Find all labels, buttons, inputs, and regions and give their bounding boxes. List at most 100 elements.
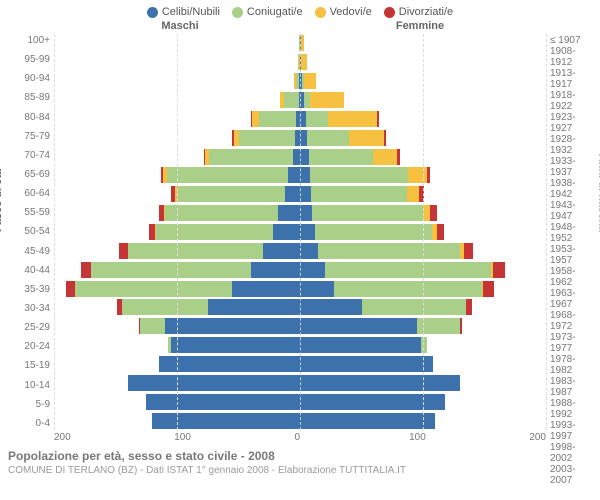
segment-div [460, 318, 462, 334]
female-bar [300, 224, 546, 240]
segment-div [464, 243, 474, 259]
female-bar [300, 375, 546, 391]
segment-cel [300, 224, 315, 240]
female-bar [300, 394, 546, 410]
female-bar [300, 73, 546, 89]
segment-ved [304, 73, 316, 89]
segment-cel [263, 243, 300, 259]
segment-con [362, 299, 467, 315]
birth-tick: 1938-1942 [550, 178, 596, 200]
male-bar [54, 111, 300, 127]
birth-tick: 1983-1987 [550, 376, 596, 398]
segment-div [81, 262, 91, 278]
segment-cel [165, 318, 300, 334]
segment-con [209, 149, 293, 165]
male-bar [54, 130, 300, 146]
pyramid-row [54, 204, 546, 223]
pyramid-row [54, 53, 546, 72]
female-bar [300, 243, 546, 259]
female-bar [300, 356, 546, 372]
birth-tick: 1973-1977 [550, 332, 596, 354]
segment-cel [300, 130, 307, 146]
segment-ved [408, 167, 426, 183]
segment-cel [232, 281, 300, 297]
segment-con [307, 130, 349, 146]
legend-item: Celibi/Nubili [147, 6, 220, 18]
female-bar [300, 299, 546, 315]
segment-con [177, 186, 285, 202]
segment-ved [423, 205, 430, 221]
female-bar [300, 186, 546, 202]
female-bar [300, 318, 546, 334]
plot-area [54, 34, 546, 430]
segment-con [318, 243, 459, 259]
segment-cel [300, 318, 417, 334]
segment-cel [300, 243, 318, 259]
legend-swatch [384, 7, 395, 18]
segment-con [75, 281, 232, 297]
female-bar [300, 149, 546, 165]
segment-ved [301, 54, 307, 70]
male-bar [54, 54, 300, 70]
segment-div [419, 186, 424, 202]
pyramid-row [54, 147, 546, 166]
chart-subtitle: COMUNE DI TERLANO (BZ) - Dati ISTAT 1° g… [8, 465, 592, 476]
segment-cel [300, 375, 460, 391]
segment-con [91, 262, 251, 278]
segment-div [384, 130, 386, 146]
y-axis-age: 100+95-9990-9485-8980-8475-7970-7465-696… [4, 34, 54, 430]
pyramid-row [54, 355, 546, 374]
column-headers: Maschi Femmine [0, 20, 600, 34]
segment-cel [273, 224, 300, 240]
male-bar [54, 299, 300, 315]
segment-cel [300, 205, 312, 221]
pyramid-row [54, 223, 546, 242]
segment-con [421, 337, 427, 353]
female-bar [300, 337, 546, 353]
pyramid-row [54, 279, 546, 298]
legend-label: Divorziati/e [399, 6, 453, 18]
male-bar [54, 243, 300, 259]
male-bar [54, 186, 300, 202]
birth-tick: 1913-1917 [550, 68, 596, 90]
segment-con [140, 318, 165, 334]
female-bar [300, 111, 546, 127]
birth-tick: 1948-1952 [550, 222, 596, 244]
legend-item: Coniugati/e [232, 6, 303, 18]
segment-con [128, 243, 263, 259]
age-tick: 65-69 [4, 169, 50, 180]
segment-ved [252, 111, 259, 127]
segment-con [325, 262, 491, 278]
pyramid-row [54, 317, 546, 336]
age-tick: 0-4 [4, 418, 50, 429]
pyramid-row [54, 72, 546, 91]
segment-cel [300, 281, 334, 297]
pyramid-chart: Fasce di età 100+95-9990-9485-8980-8475-… [0, 34, 600, 430]
pyramid-row [54, 373, 546, 392]
y-axis-right-title: Anni di nascita [596, 154, 600, 232]
birth-tick: 1953-1957 [550, 244, 596, 266]
footer: Popolazione per età, sesso e stato civil… [0, 443, 600, 476]
segment-div [430, 205, 436, 221]
male-bar [54, 73, 300, 89]
age-tick: 50-54 [4, 226, 50, 237]
female-bar [300, 130, 546, 146]
y-axis-left-title: Fasce di età [0, 169, 4, 232]
age-tick: 55-59 [4, 207, 50, 218]
male-bar [54, 337, 300, 353]
legend: Celibi/NubiliConiugati/eVedovi/eDivorzia… [0, 0, 600, 20]
segment-div [119, 243, 128, 259]
chart-title: Popolazione per età, sesso e stato civil… [8, 449, 592, 463]
age-tick: 45-49 [4, 246, 50, 257]
segment-cel [146, 394, 300, 410]
segment-cel [300, 337, 421, 353]
segment-con [284, 92, 299, 108]
male-bar [54, 318, 300, 334]
pyramid-row [54, 128, 546, 147]
legend-label: Celibi/Nubili [162, 6, 220, 18]
male-bar [54, 356, 300, 372]
segment-con [167, 167, 288, 183]
segment-cel [300, 149, 309, 165]
segment-con [122, 299, 208, 315]
birth-tick: 1928-1932 [550, 134, 596, 156]
